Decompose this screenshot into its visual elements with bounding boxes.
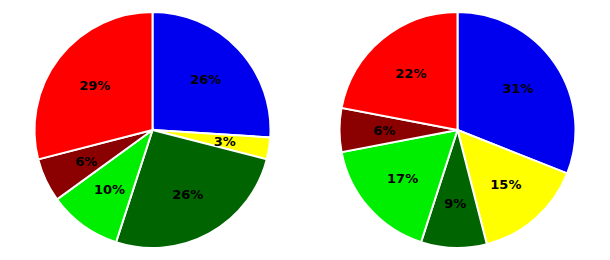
data-label: 26% bbox=[190, 72, 221, 87]
data-label: 29% bbox=[79, 78, 110, 93]
pie-slice bbox=[153, 12, 271, 137]
figure: 26% 3% 26% 10% 6% 29% 31% 15% 9% 17% 6% 22% bbox=[0, 0, 610, 260]
chart-container: 26% 3% 26% 10% 6% 29% 31% 15% 9% 17% 6% 22% bbox=[0, 0, 610, 260]
data-labels: 26% 3% 26% 10% 6% 29% bbox=[75, 72, 236, 201]
data-label: 15% bbox=[490, 177, 521, 192]
data-label: 26% bbox=[172, 187, 203, 202]
data-label: 17% bbox=[387, 171, 418, 186]
data-label: 3% bbox=[214, 134, 236, 149]
pie bbox=[340, 12, 576, 248]
data-label: 22% bbox=[395, 66, 426, 81]
data-label: 10% bbox=[94, 182, 125, 197]
pie bbox=[34, 12, 270, 248]
data-label: 6% bbox=[373, 123, 395, 138]
pie-slice bbox=[34, 12, 152, 159]
pie-slice bbox=[342, 12, 458, 130]
data-label: 6% bbox=[75, 154, 97, 169]
data-labels: 31% 15% 9% 17% 6% 22% bbox=[373, 66, 533, 210]
data-label: 31% bbox=[502, 81, 533, 96]
data-label: 9% bbox=[444, 196, 466, 211]
